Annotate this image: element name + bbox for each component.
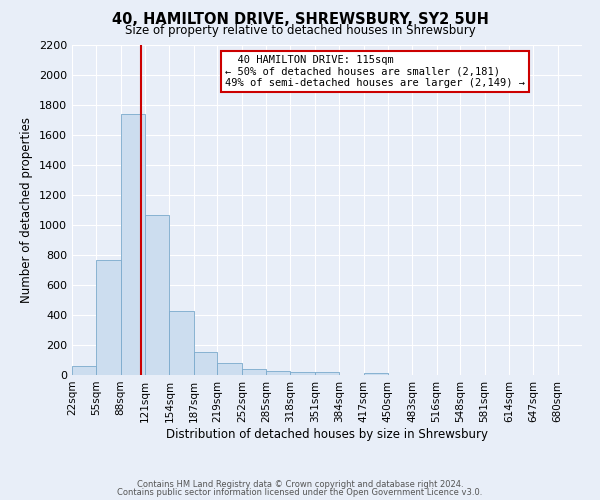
Bar: [217, 363, 242, 375]
Bar: [72, 366, 97, 375]
Y-axis label: Number of detached properties: Number of detached properties: [20, 117, 34, 303]
Bar: [364, 373, 388, 375]
Bar: [194, 352, 217, 375]
Bar: [266, 370, 290, 375]
Bar: [169, 310, 194, 375]
Text: 40 HAMILTON DRIVE: 115sqm  
← 50% of detached houses are smaller (2,181)
49% of : 40 HAMILTON DRIVE: 115sqm ← 50% of detac…: [225, 55, 525, 88]
Text: Size of property relative to detached houses in Shrewsbury: Size of property relative to detached ho…: [125, 24, 475, 37]
Bar: [242, 369, 266, 375]
Bar: [145, 214, 169, 375]
Bar: [121, 114, 145, 375]
X-axis label: Distribution of detached houses by size in Shrewsbury: Distribution of detached houses by size …: [166, 428, 488, 440]
Text: Contains HM Land Registry data © Crown copyright and database right 2024.: Contains HM Land Registry data © Crown c…: [137, 480, 463, 489]
Text: 40, HAMILTON DRIVE, SHREWSBURY, SY2 5UH: 40, HAMILTON DRIVE, SHREWSBURY, SY2 5UH: [112, 12, 488, 28]
Text: Contains public sector information licensed under the Open Government Licence v3: Contains public sector information licen…: [118, 488, 482, 497]
Bar: [315, 372, 339, 375]
Bar: [97, 260, 121, 375]
Bar: [290, 372, 315, 375]
